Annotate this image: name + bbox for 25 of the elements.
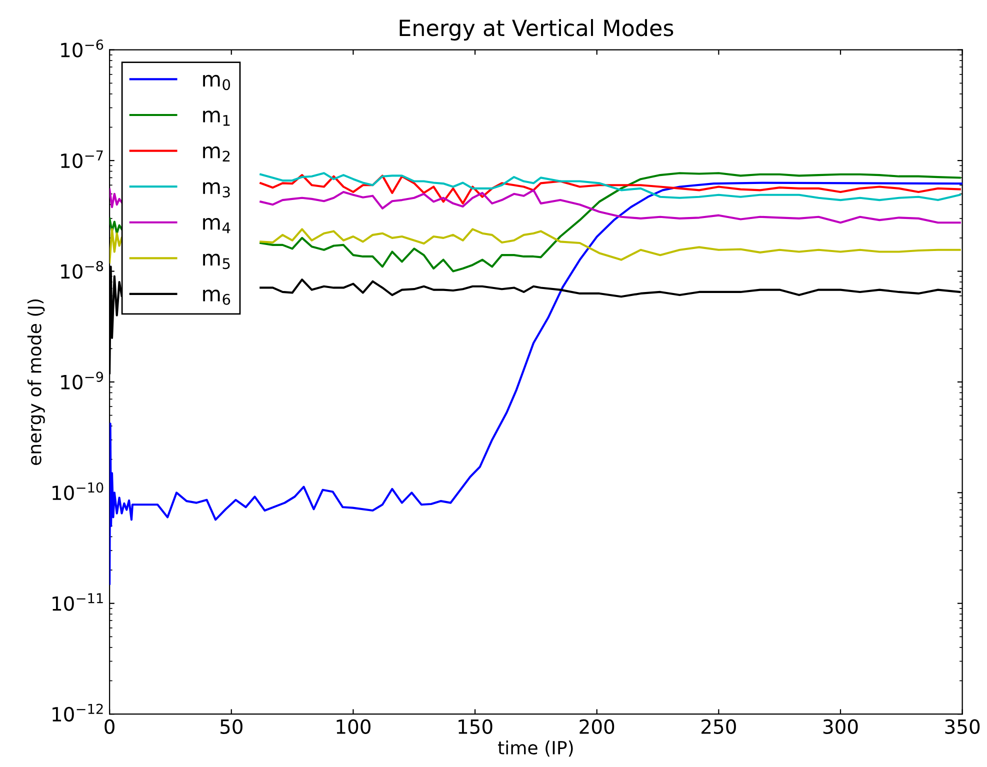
x-tick-label: 350 bbox=[945, 719, 980, 734]
y-tick-label: 10$^{−10}$ bbox=[52, 482, 104, 500]
chart-title: Energy at Vertical Modes bbox=[400, 19, 674, 41]
x-axis-title: time (IP) bbox=[498, 740, 573, 757]
y-tick-label: 10$^{−11}$ bbox=[52, 593, 103, 611]
x-tick-label: 0 bbox=[104, 719, 114, 734]
x-tick-label: 50 bbox=[220, 719, 242, 734]
y-tick-label: 10$^{−8}$ bbox=[61, 260, 104, 279]
x-tick-label: 300 bbox=[823, 719, 858, 734]
legend-label: m$_{4}$ bbox=[203, 218, 230, 234]
legend-label: m$_{2}$ bbox=[203, 146, 230, 162]
series-label: m$_{6}$ bbox=[203, 290, 230, 305]
y-tick-label: 10$^{−12}$ bbox=[52, 704, 103, 722]
x-tick-label: 150 bbox=[458, 719, 492, 734]
y-axis-title: energy of mode (J) bbox=[27, 299, 45, 466]
legend-label: m$_{1}$ bbox=[203, 110, 230, 126]
y-tick-label: 10$^{−6}$ bbox=[61, 40, 104, 58]
y-tick-label: 10$^{−9}$ bbox=[61, 372, 104, 390]
legend-label: m$_{3}$ bbox=[203, 182, 230, 198]
legend-label: m$_{5}$ bbox=[203, 254, 230, 270]
x-tick-label: 200 bbox=[580, 719, 614, 734]
y-tick-label: 10$^{−7}$ bbox=[61, 150, 103, 168]
legend-label: m$_{0}$ bbox=[203, 74, 230, 90]
x-tick-label: 250 bbox=[702, 719, 736, 734]
x-tick-label: 100 bbox=[336, 719, 370, 734]
